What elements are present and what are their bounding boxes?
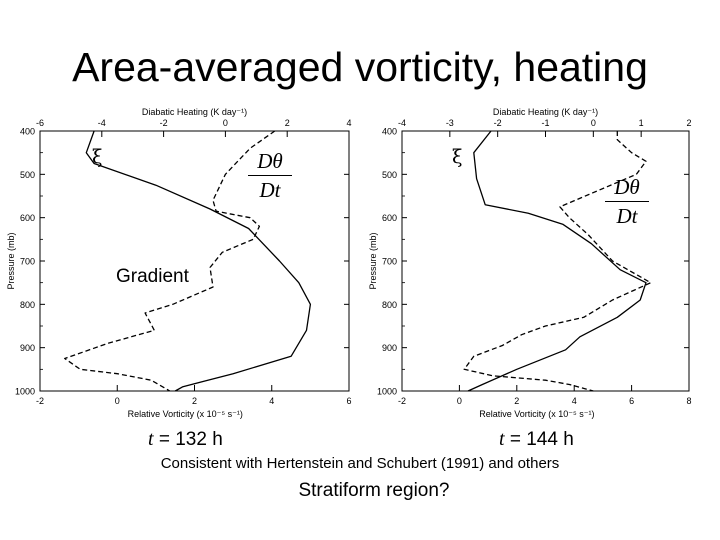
gradient-label: Gradient <box>116 266 189 287</box>
x-top-tick-label-left: -2 <box>160 118 168 128</box>
time-var-right: t <box>499 428 505 450</box>
x-top-tick-label-right: -3 <box>446 118 454 128</box>
left-axis-title-right: Pressure (mb) <box>368 232 378 289</box>
y-tick-label-left: 700 <box>20 257 35 267</box>
y-tick-label-right: 600 <box>382 213 397 223</box>
x-top-tick-label-left: -4 <box>98 118 106 128</box>
consistent-note: Consistent with Hertenstein and Schubert… <box>160 455 560 472</box>
x-top-tick-label-left: 4 <box>346 118 351 128</box>
vorticity-label-left: ξ <box>92 146 103 168</box>
y-tick-label-left: 900 <box>20 343 35 353</box>
time-label-right: t = 144 h <box>499 428 574 451</box>
fraction-bar-right <box>605 201 649 202</box>
x-bottom-tick-label-right: 0 <box>457 396 462 406</box>
vorticity-label-right: ξ <box>452 146 463 168</box>
bottom-axis-title-left: Relative Vorticity (x 10⁻⁵ s⁻¹) <box>128 409 243 419</box>
x-top-tick-label-right: 0 <box>591 118 596 128</box>
y-tick-label-left: 800 <box>20 300 35 310</box>
plot-frame-right <box>401 130 690 392</box>
y-tick-label-right: 500 <box>382 170 397 180</box>
x-bottom-tick-label-right: -2 <box>398 396 406 406</box>
x-bottom-tick-label-right: 2 <box>514 396 519 406</box>
bottom-axis-title-right: Relative Vorticity (x 10⁻⁵ s⁻¹) <box>479 409 594 419</box>
x-bottom-tick-label-left: -2 <box>36 396 44 406</box>
x-top-tick-label-left: 2 <box>285 118 290 128</box>
x-top-tick-label-left: 0 <box>223 118 228 128</box>
y-tick-label-left: 1000 <box>15 387 35 397</box>
x-bottom-tick-label-left: 6 <box>346 396 351 406</box>
x-bottom-tick-label-right: 4 <box>572 396 577 406</box>
vorticity-curve-right <box>467 130 647 392</box>
heating-label-right: Dθ Dt <box>605 176 649 227</box>
top-axis-title-left: Diabatic Heating (K day⁻¹) <box>142 107 247 117</box>
x-top-tick-label-right: 2 <box>686 118 691 128</box>
time-value-right: = 144 h <box>504 429 574 450</box>
heating-label-right-denominator: Dt <box>616 204 638 228</box>
x-bottom-tick-label-right: 8 <box>686 396 691 406</box>
y-tick-label-right: 1000 <box>377 387 397 397</box>
slide-title: Area-averaged vorticity, heating <box>72 44 648 90</box>
heating-label-left-numerator: Dθ <box>257 149 283 173</box>
y-tick-label-right: 900 <box>382 343 397 353</box>
x-bottom-tick-label-left: 0 <box>115 396 120 406</box>
x-top-tick-label-left: -6 <box>36 118 44 128</box>
y-tick-label-left: 400 <box>20 127 35 137</box>
heating-label-left: Dθ Dt <box>248 150 292 201</box>
x-bottom-tick-label-left: 4 <box>269 396 274 406</box>
time-var-left: t <box>148 428 154 450</box>
stratiform-question: Stratiform region? <box>298 480 450 501</box>
y-tick-label-left: 600 <box>20 213 35 223</box>
y-tick-label-right: 400 <box>382 127 397 137</box>
y-tick-label-left: 500 <box>20 170 35 180</box>
x-top-tick-label-right: -4 <box>398 118 406 128</box>
time-label-left: t = 132 h <box>148 428 223 451</box>
x-top-tick-label-right: -2 <box>494 118 502 128</box>
heating-curve-left <box>64 130 276 392</box>
y-tick-label-right: 800 <box>382 300 397 310</box>
vorticity-curve-left <box>85 130 312 392</box>
fraction-bar-left <box>248 175 292 176</box>
time-value-left: = 132 h <box>153 429 223 450</box>
y-tick-label-right: 700 <box>382 257 397 267</box>
x-top-tick-label-right: 1 <box>639 118 644 128</box>
x-top-tick-label-right: -1 <box>541 118 549 128</box>
heating-label-right-numerator: Dθ <box>614 175 640 199</box>
heating-curve-right <box>463 131 652 392</box>
left-axis-title-left: Pressure (mb) <box>6 232 16 289</box>
top-axis-title-right: Diabatic Heating (K day⁻¹) <box>493 107 598 117</box>
heating-label-left-denominator: Dt <box>259 178 281 202</box>
x-bottom-tick-label-right: 6 <box>629 396 634 406</box>
x-bottom-tick-label-left: 2 <box>192 396 197 406</box>
